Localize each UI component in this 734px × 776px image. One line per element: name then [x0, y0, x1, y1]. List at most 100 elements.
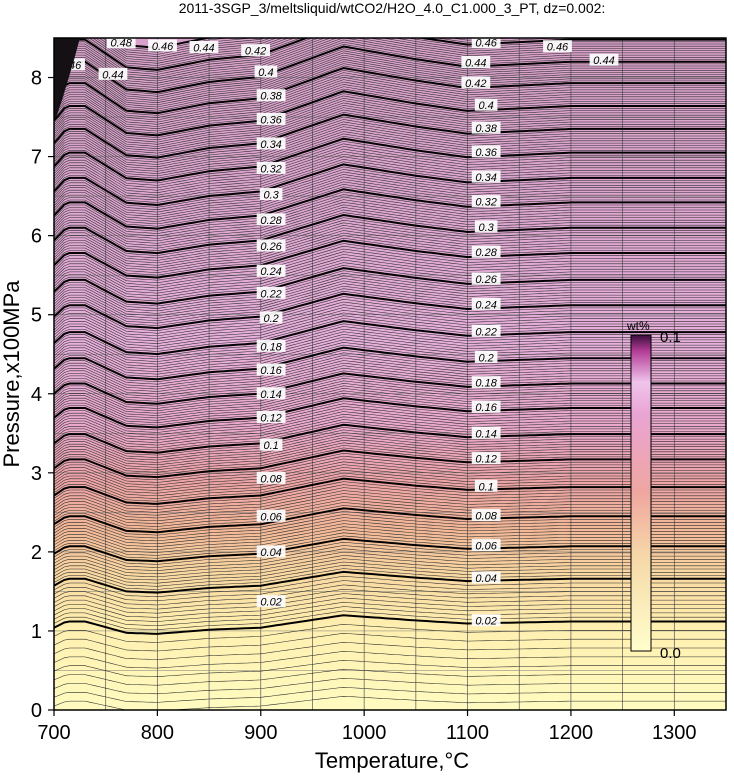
minor-contour-line — [54, 427, 726, 456]
minor-contour-line — [54, 299, 726, 334]
colorbar: wt% 0.1 0.0 — [626, 319, 681, 662]
minor-contour-line — [54, 166, 726, 208]
contour-label-bg — [256, 339, 286, 352]
contour-label: 0.44 — [589, 53, 619, 67]
contour-label-text: 0.46 — [152, 41, 174, 53]
major-contour-line — [54, 292, 726, 330]
minor-contour-line — [54, 148, 726, 191]
minor-contour-line — [54, 580, 726, 602]
minor-contour-line — [54, 50, 726, 97]
minor-contour-line — [54, 275, 726, 312]
minor-contour-line — [54, 541, 726, 565]
minor-contour-line — [54, 52, 726, 99]
contour-label: 0.48 — [106, 38, 136, 50]
contour-label-text: 0.3 — [478, 222, 494, 234]
minor-contour-line — [54, 383, 726, 414]
x-tick-label: 1300 — [652, 722, 697, 744]
contour-label: 0.24 — [256, 264, 286, 278]
minor-contour-line — [54, 393, 726, 423]
minor-contour-line — [54, 219, 726, 259]
minor-contour-line — [54, 59, 726, 106]
contour-label: 0.44 — [189, 40, 219, 54]
minor-contour-line — [54, 362, 726, 395]
minor-contour-line — [54, 38, 564, 68]
x-tick-label: 1200 — [549, 722, 594, 744]
minor-contour-line — [54, 439, 726, 468]
contour-label-bg — [259, 188, 283, 201]
contour-label: 0.08 — [471, 509, 501, 523]
contour-label-text: 0.32 — [260, 163, 281, 175]
minor-contour-line — [54, 270, 726, 307]
minor-contour-line — [54, 262, 726, 299]
minor-contour-line — [54, 88, 726, 134]
contour-label-text: 0.24 — [475, 299, 496, 311]
contour-label-text: 0.2 — [263, 313, 278, 325]
major-contour-line — [54, 423, 726, 454]
major-contour-line — [54, 320, 726, 356]
minor-contour-line — [54, 171, 726, 213]
contour-label-bg — [471, 245, 501, 258]
contour-label: 0.4 — [474, 98, 498, 112]
minor-contour-line — [54, 445, 726, 473]
minor-contour-line — [54, 109, 726, 154]
minor-contour-line — [54, 38, 726, 84]
plot-frame — [53, 37, 727, 711]
minor-contour-line — [54, 143, 726, 186]
minor-contour-line — [54, 227, 726, 266]
minor-contour-line — [54, 455, 726, 483]
minor-contour-line — [54, 565, 726, 587]
x-tick-label: 900 — [244, 722, 277, 744]
minor-contour-line — [54, 584, 726, 606]
minor-contours — [54, 38, 726, 710]
minor-contour-line — [54, 123, 726, 168]
contour-label-bg — [256, 89, 286, 102]
contour-label: 0.42 — [461, 76, 491, 90]
colorbar-min-label: 0.0 — [660, 645, 681, 662]
minor-contour-line — [54, 421, 726, 451]
contour-label-text: 0.46 — [475, 38, 497, 50]
contour-label: 0.16 — [471, 400, 501, 414]
minor-contour-line — [54, 254, 726, 291]
minor-contour-line — [54, 481, 726, 507]
minor-contour-line — [54, 61, 726, 108]
contour-label-bg — [256, 112, 286, 125]
minor-contour-line — [54, 201, 726, 242]
contour-label-text: 0.48 — [110, 38, 132, 50]
contour-label-text: 0.18 — [260, 341, 282, 353]
minor-contour-line — [54, 126, 726, 170]
minor-contour-line — [54, 548, 726, 571]
minor-contour-line — [54, 558, 726, 581]
contour-label: 0.46 — [471, 38, 501, 50]
contour-label: 0.34 — [471, 170, 501, 184]
minor-contour-line — [54, 128, 726, 172]
minor-contour-line — [54, 235, 726, 273]
contour-label: 0.38 — [256, 89, 286, 103]
contour-label-bg — [256, 264, 286, 277]
contour-label-text: 0.42 — [465, 78, 486, 90]
contour-label: 0.08 — [256, 471, 286, 485]
contour-label-bg — [471, 38, 501, 49]
minor-contour-line — [54, 545, 726, 568]
contour-label-text: 0.28 — [260, 215, 282, 227]
y-axis-label: Pressure,x100MPa — [0, 280, 24, 468]
minor-contour-line — [54, 159, 726, 201]
contour-label-text: 0.14 — [475, 428, 496, 440]
minor-contour-line — [54, 568, 726, 590]
contour-label-text: 0.06 — [475, 541, 497, 553]
contour-label: 0.18 — [256, 339, 286, 353]
contour-label-text: 0.02 — [475, 616, 496, 628]
minor-contour-line — [54, 184, 726, 225]
minor-contour-line — [54, 687, 726, 703]
minor-contour-line — [54, 222, 726, 261]
minor-contour-line — [54, 651, 726, 669]
contour-label-bg — [98, 67, 128, 80]
minor-contour-line — [54, 119, 726, 163]
dark-corner-region — [54, 38, 80, 120]
y-tick-label: 2 — [31, 542, 42, 564]
contour-label-text: 0.1 — [263, 440, 278, 452]
minor-contour-line — [54, 100, 726, 145]
minor-contour-line — [54, 212, 726, 251]
minor-contour-line — [54, 375, 726, 407]
contour-label-text: 0.22 — [475, 326, 496, 338]
